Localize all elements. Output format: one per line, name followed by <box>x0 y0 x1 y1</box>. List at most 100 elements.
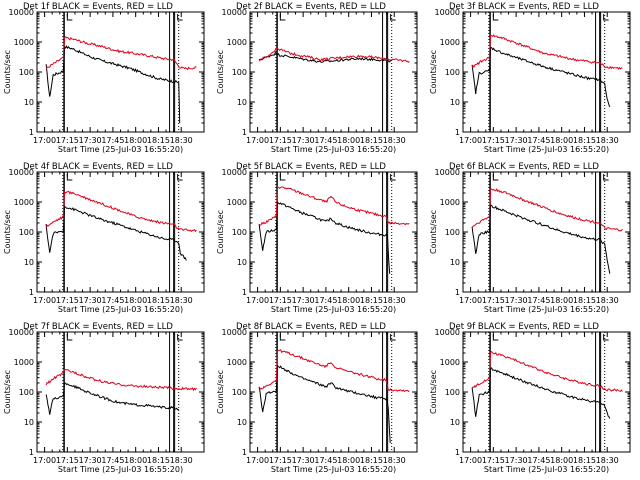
x-tick-label: 17:30 <box>79 296 102 305</box>
x-tick-label: 17:45 <box>314 136 337 145</box>
x-tick-label: 18:30 <box>596 296 619 305</box>
y-tick-label: 10000 <box>9 168 34 177</box>
marker-bracket <box>492 174 499 181</box>
x-tick-label: 18:15 <box>360 456 383 465</box>
y-tick-label: 100 <box>445 228 460 237</box>
x-tick-label: 17:15 <box>269 456 292 465</box>
x-tick-label: 18:00 <box>337 136 360 145</box>
x-tick-label: 17:30 <box>505 456 528 465</box>
x-tick-label: 18:15 <box>360 136 383 145</box>
x-tick-label: 18:00 <box>124 456 147 465</box>
x-tick-label: 18:30 <box>170 296 193 305</box>
panel-title: Det 5f BLACK = Events, RED = LLD <box>236 162 386 172</box>
y-tick-label: 100 <box>19 228 34 237</box>
x-tick-label: 18:15 <box>573 136 596 145</box>
marker-bracket <box>603 174 609 181</box>
x-tick-label: 18:15 <box>573 456 596 465</box>
x-tick-label: 18:00 <box>550 456 573 465</box>
x-tick-label: 17:15 <box>56 456 79 465</box>
x-tick-label: 17:45 <box>527 456 550 465</box>
panel-4: Det 4f BLACK = Events, RED = LLD 1 10 100 10… <box>3 162 205 314</box>
x-tick-label: 17:00 <box>33 136 56 145</box>
y-tick-label: 10 <box>24 258 34 267</box>
series-line-lld <box>259 185 410 226</box>
panel-1: Det 1f BLACK = Events, RED = LLD 1 10 100 10… <box>3 2 205 154</box>
y-tick-label: 1000 <box>14 358 34 367</box>
x-axis-label: Start Time (25-Jul-03 16:55:20) <box>58 305 183 314</box>
panel-2: Det 2f BLACK = Events, RED = LLD 1 10 100 10… <box>216 2 418 154</box>
series-line-events <box>258 364 391 444</box>
y-tick-label: 100 <box>19 68 34 77</box>
y-tick-label: 10 <box>450 258 460 267</box>
y-axis-label: Counts/sec <box>429 210 438 254</box>
series-line-events <box>45 382 179 415</box>
x-tick-label: 18:00 <box>550 136 573 145</box>
x-tick-label: 18:30 <box>383 456 406 465</box>
x-tick-label: 17:30 <box>505 296 528 305</box>
x-tick-label: 17:30 <box>79 136 102 145</box>
x-tick-label: 18:30 <box>596 136 619 145</box>
y-tick-label: 10000 <box>9 8 34 17</box>
series-line-lld <box>45 369 197 392</box>
x-tick-label: 17:15 <box>56 136 79 145</box>
x-tick-label: 18:00 <box>124 296 147 305</box>
y-tick-label: 10000 <box>9 328 34 337</box>
x-tick-label: 18:15 <box>573 296 596 305</box>
x-tick-label: 17:45 <box>101 136 124 145</box>
x-axis-label: Start Time (25-Jul-03 16:55:20) <box>58 145 183 154</box>
x-tick-label: 17:00 <box>246 456 269 465</box>
y-tick-label: 1 <box>455 448 460 457</box>
y-axis-label: Counts/sec <box>216 50 225 94</box>
series-line-events <box>471 367 611 419</box>
marker-bracket <box>492 14 499 21</box>
panel-title: Det 7f BLACK = Events, RED = LLD <box>23 322 173 332</box>
x-tick-label: 18:30 <box>596 456 619 465</box>
x-tick-label: 17:30 <box>292 136 315 145</box>
x-tick-label: 17:30 <box>292 296 315 305</box>
panel-3: Det 3f BLACK = Events, RED = LLD 1 10 100 10… <box>429 2 631 154</box>
y-tick-label: 1 <box>29 448 34 457</box>
marker-bracket <box>492 334 499 341</box>
series-line-events <box>45 205 187 261</box>
y-axis-label: Counts/sec <box>429 50 438 94</box>
series-line-events <box>45 45 181 124</box>
marker-bracket <box>177 14 183 21</box>
panel-6: Det 6f BLACK = Events, RED = LLD 1 10 100 10… <box>429 162 631 314</box>
x-tick-label: 17:45 <box>527 296 550 305</box>
x-tick-label: 17:15 <box>269 296 292 305</box>
y-tick-label: 1000 <box>440 38 460 47</box>
y-tick-label: 100 <box>19 388 34 397</box>
series-line-lld <box>259 349 410 393</box>
x-tick-label: 17:00 <box>459 456 482 465</box>
marker-bracket <box>66 14 73 21</box>
y-tick-label: 100 <box>445 388 460 397</box>
x-tick-label: 18:15 <box>147 296 170 305</box>
panel-title: Det 2f BLACK = Events, RED = LLD <box>236 2 386 12</box>
x-tick-label: 18:30 <box>383 136 406 145</box>
x-tick-label: 17:30 <box>79 456 102 465</box>
panel-title: Det 3f BLACK = Events, RED = LLD <box>449 2 599 12</box>
panel-5: Det 5f BLACK = Events, RED = LLD 1 10 100 10… <box>216 162 418 314</box>
y-tick-label: 1000 <box>227 38 247 47</box>
y-tick-label: 1000 <box>14 38 34 47</box>
marker-bracket <box>390 14 396 21</box>
x-axis-label: Start Time (25-Jul-03 16:55:20) <box>271 145 396 154</box>
y-tick-label: 10 <box>24 418 34 427</box>
marker-bracket <box>66 334 73 341</box>
x-tick-label: 18:15 <box>360 296 383 305</box>
x-tick-label: 17:30 <box>292 456 315 465</box>
x-tick-label: 17:45 <box>527 136 550 145</box>
series-line-lld <box>471 351 623 392</box>
x-tick-label: 17:00 <box>33 456 56 465</box>
marker-bracket <box>66 174 73 181</box>
panel-title: Det 4f BLACK = Events, RED = LLD <box>23 162 173 172</box>
y-tick-label: 10 <box>450 98 460 107</box>
y-tick-label: 100 <box>232 388 247 397</box>
x-axis-label: Start Time (25-Jul-03 16:55:20) <box>271 465 396 474</box>
x-tick-label: 17:00 <box>33 296 56 305</box>
x-tick-label: 17:30 <box>505 136 528 145</box>
x-tick-label: 17:15 <box>56 296 79 305</box>
y-tick-label: 1 <box>242 128 247 137</box>
y-tick-label: 10000 <box>222 8 247 17</box>
